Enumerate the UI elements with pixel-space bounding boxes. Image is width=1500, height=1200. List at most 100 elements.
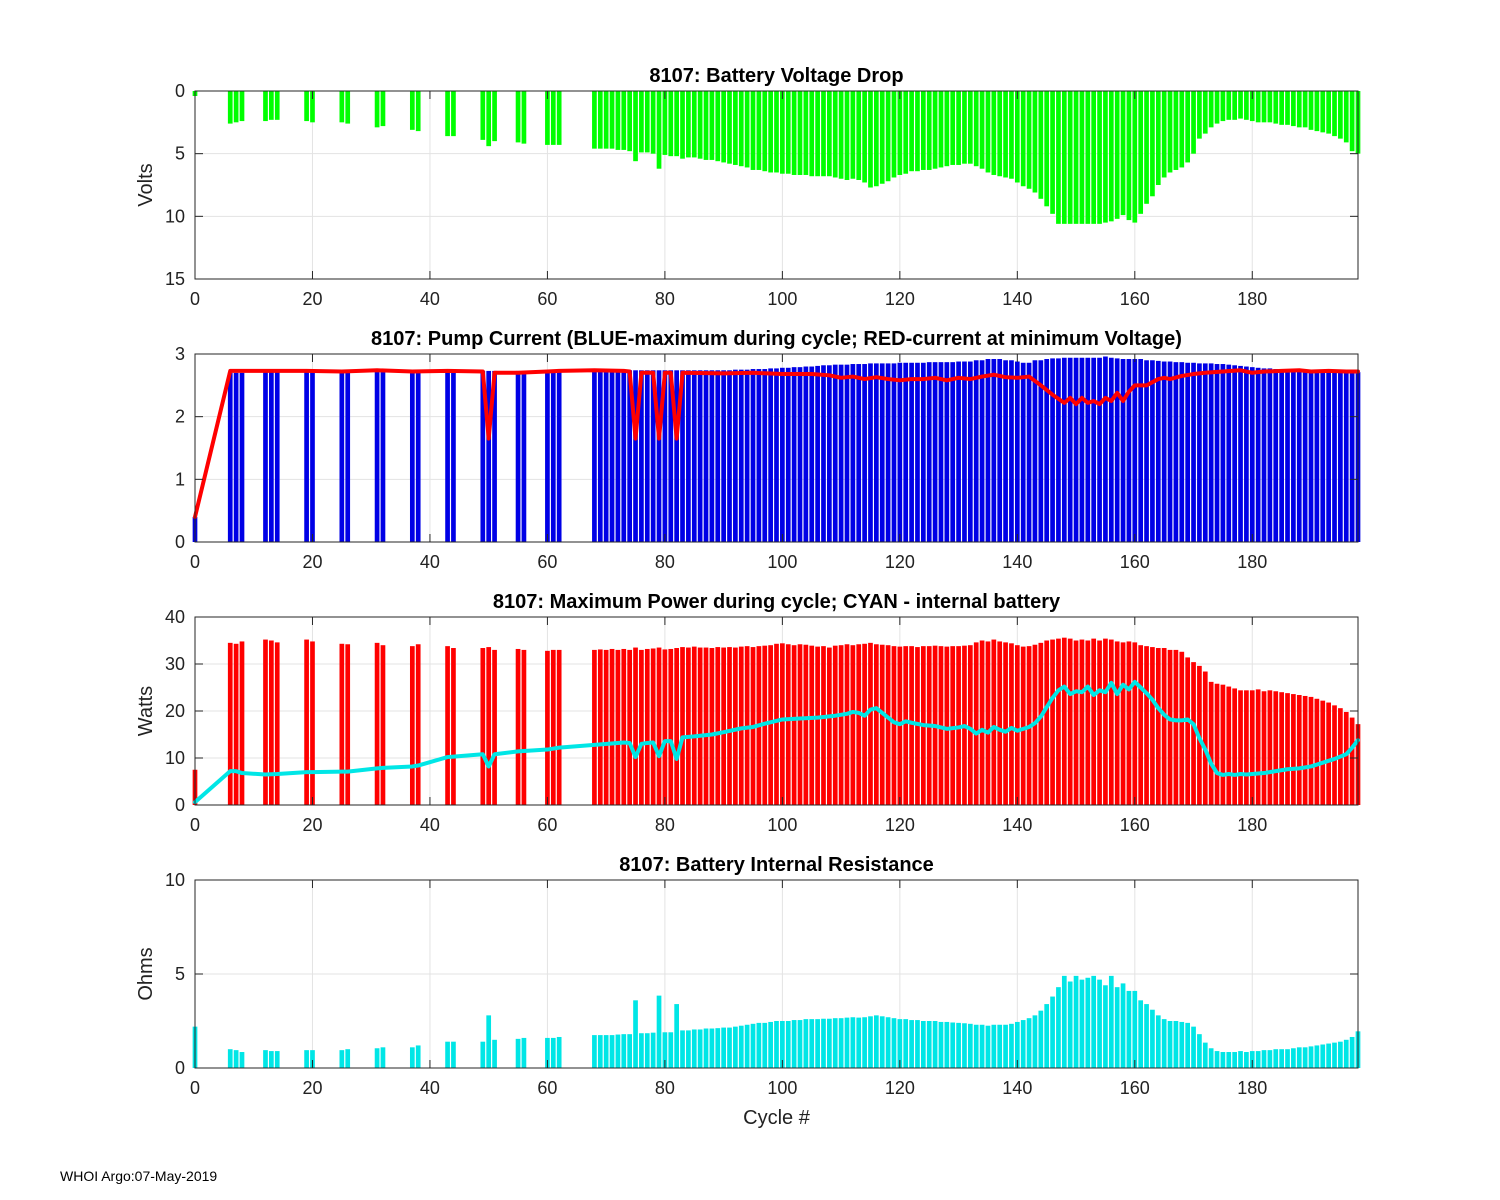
bar — [938, 1021, 944, 1068]
bar — [686, 647, 691, 805]
bar — [592, 1035, 597, 1068]
bar — [545, 370, 550, 542]
bar — [621, 1034, 627, 1068]
bar — [1338, 371, 1343, 542]
bar — [492, 91, 497, 142]
bar — [639, 370, 644, 542]
bar — [827, 1018, 832, 1068]
bar — [1249, 367, 1255, 542]
bar — [1296, 370, 1302, 542]
bar — [227, 372, 233, 542]
bar — [227, 642, 233, 805]
bar — [744, 1024, 750, 1068]
chart-title: 8107: Battery Voltage Drop — [649, 65, 903, 87]
x-tick-label: 20 — [302, 552, 322, 572]
bar — [227, 1049, 233, 1068]
bar — [310, 1050, 315, 1068]
bar — [932, 91, 938, 169]
bar — [1267, 91, 1273, 123]
bar — [515, 648, 521, 805]
bar — [733, 1026, 738, 1068]
bar — [1267, 690, 1273, 805]
bar — [768, 91, 773, 173]
bar — [762, 1022, 768, 1068]
bar — [1079, 979, 1085, 1068]
bar — [269, 640, 274, 805]
bar — [515, 370, 521, 542]
bar — [1026, 362, 1032, 542]
x-tick-label: 0 — [190, 552, 200, 572]
bar — [662, 649, 668, 805]
bar — [750, 1023, 756, 1068]
bar — [1291, 1048, 1296, 1068]
bar — [633, 647, 638, 805]
bar — [944, 91, 950, 167]
bar — [1050, 91, 1055, 214]
bar — [304, 1050, 309, 1068]
bar — [1050, 996, 1055, 1068]
bar — [1296, 91, 1302, 128]
bar — [1185, 1022, 1191, 1068]
bar — [644, 370, 650, 542]
bar — [1285, 693, 1290, 805]
bar — [339, 371, 345, 542]
bar — [827, 647, 832, 805]
bar — [844, 91, 850, 180]
bar — [1244, 690, 1249, 805]
bar — [1032, 91, 1038, 193]
bar — [1320, 91, 1326, 133]
bar — [991, 639, 997, 805]
bar — [1050, 358, 1055, 542]
bar — [686, 91, 691, 158]
bar — [926, 362, 932, 542]
bar — [1155, 91, 1161, 185]
bar — [1073, 357, 1079, 542]
bar — [233, 91, 239, 123]
bar — [1279, 91, 1284, 125]
axes-frame — [194, 353, 1359, 543]
bar — [1020, 646, 1026, 805]
bar — [997, 641, 1003, 805]
bar — [926, 1021, 932, 1068]
bar — [1255, 1051, 1261, 1068]
bar — [697, 370, 703, 542]
bar — [1249, 1051, 1255, 1068]
bar — [615, 649, 621, 805]
bar — [1308, 696, 1314, 805]
x-tick-label: 20 — [302, 815, 322, 835]
bar — [1144, 646, 1149, 805]
bar — [556, 649, 562, 805]
bar — [1191, 362, 1196, 542]
bar — [1208, 681, 1214, 805]
bar — [345, 1049, 351, 1068]
bar — [656, 647, 662, 805]
bar — [1056, 638, 1061, 805]
bar — [633, 91, 638, 162]
bar — [1332, 371, 1337, 542]
bar — [1238, 690, 1243, 805]
bar — [997, 91, 1003, 177]
y-tick-label: 0 — [175, 1058, 185, 1078]
bar — [932, 1021, 938, 1068]
bar — [1108, 639, 1114, 805]
bar — [1332, 91, 1337, 137]
bar — [1179, 1021, 1185, 1068]
bar — [1326, 702, 1331, 805]
bar — [827, 91, 832, 177]
bar — [650, 370, 656, 542]
bar — [592, 649, 597, 805]
bar — [862, 364, 867, 542]
bar — [774, 368, 779, 542]
bar — [1132, 91, 1138, 223]
bar — [668, 1032, 674, 1068]
bar — [639, 1033, 644, 1068]
bar — [674, 648, 679, 805]
bar — [515, 1038, 521, 1068]
bar — [1120, 983, 1126, 1068]
bar — [915, 647, 920, 805]
bar — [515, 91, 521, 143]
bar — [1091, 357, 1097, 542]
bar — [709, 370, 715, 542]
bar — [1120, 91, 1126, 216]
bar — [274, 91, 280, 120]
